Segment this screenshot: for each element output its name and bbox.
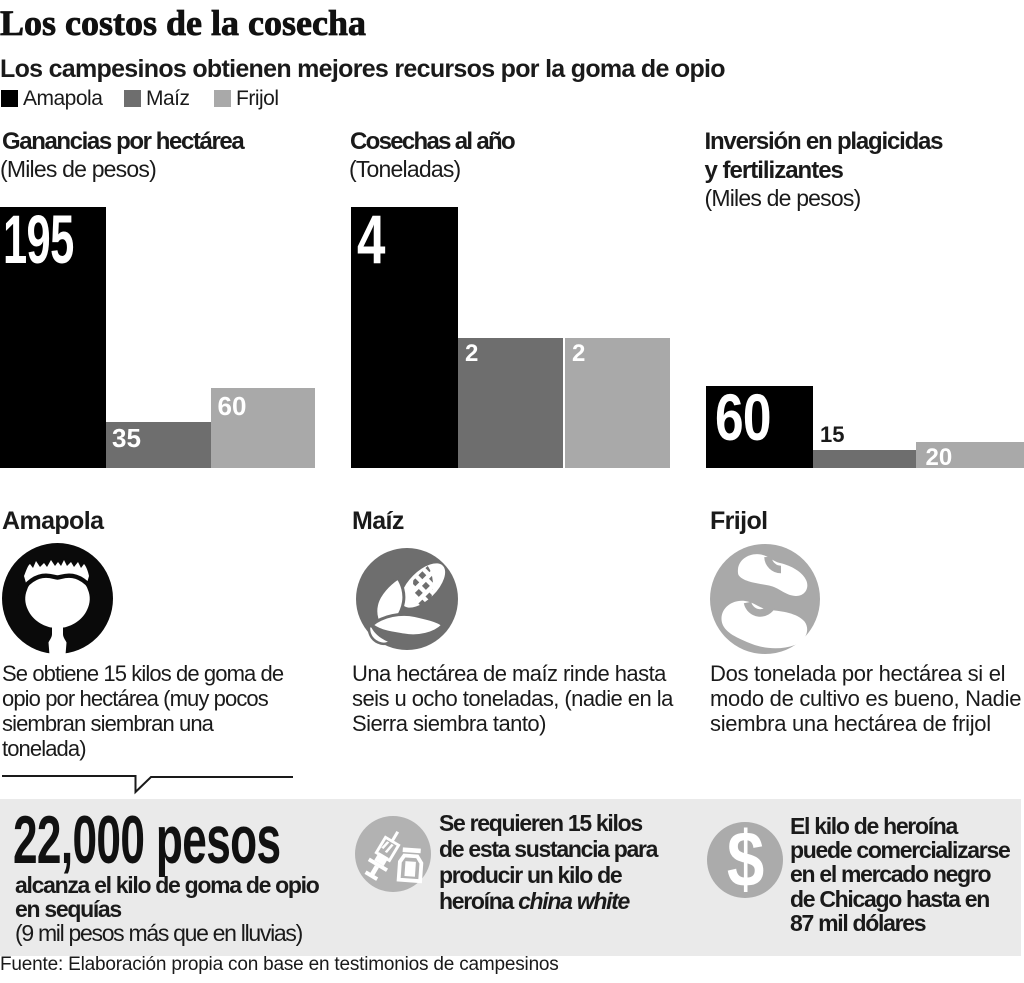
svg-text:$: $ <box>727 821 764 899</box>
